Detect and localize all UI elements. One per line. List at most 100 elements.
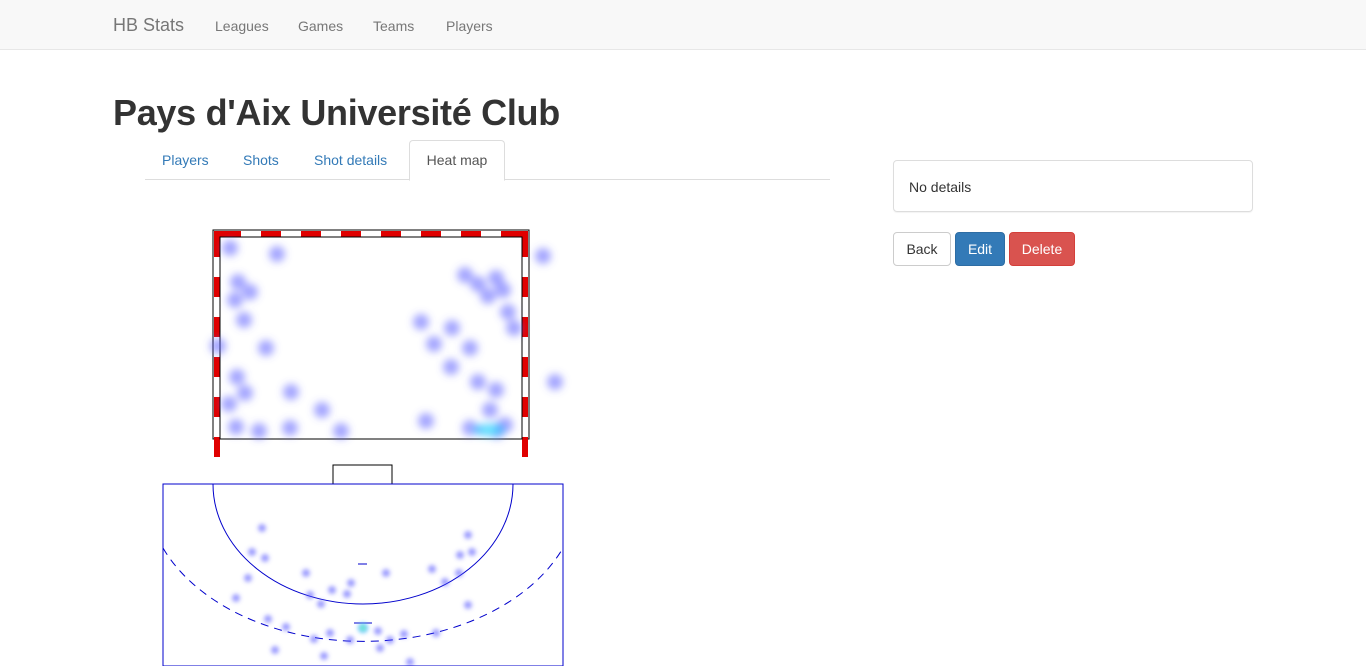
court-border [162,483,564,666]
heat-point [506,320,522,336]
heat-point [227,292,243,308]
heat-point [346,636,354,644]
post-stripe [522,317,528,337]
heat-point [317,600,325,608]
heat-point [482,402,498,418]
heat-point [314,402,330,418]
crossbar-stripe [301,231,321,237]
heat-hotspot-core [481,427,497,433]
heat-point [251,423,267,439]
heat-point [470,276,486,292]
delete-button[interactable]: Delete [1009,232,1075,266]
back-button[interactable]: Back [893,232,951,266]
crossbar-stripe [421,231,441,237]
heat-point [464,601,472,609]
post-stripe [214,397,220,417]
heat-point [464,531,472,539]
heat-point [258,524,266,532]
details-text: No details [909,179,972,195]
heat-hotspot-core [360,625,366,631]
heat-point [386,636,394,644]
tab-players[interactable]: Players [162,152,209,168]
heat-point [488,270,504,286]
heat-point [236,312,252,328]
heat-point [248,548,256,556]
heat-point [282,623,290,631]
heat-point [320,652,328,660]
heat-point [488,382,504,398]
tab-shots[interactable]: Shots [243,152,279,168]
heat-point [210,338,226,354]
crossbar-stripe [261,231,281,237]
heat-point [333,423,349,439]
heat-point [376,644,384,652]
goal-frame [212,229,530,457]
heat-point [426,336,442,352]
nav-link-teams[interactable]: Teams [373,18,415,34]
heat-point [343,590,351,598]
heat-point [406,658,414,666]
heat-point [456,551,464,559]
goal-heat-layer [210,240,563,439]
heat-point [470,374,486,390]
heat-point [221,396,237,412]
crossbar-stripe [214,231,221,237]
heat-point [306,591,314,599]
post-stripe [214,237,220,257]
nav-link-games[interactable]: Games [298,18,344,34]
heat-point [326,629,334,637]
crossbar-stripe [221,231,241,237]
heat-point [232,594,240,602]
heat-point [495,282,511,298]
tab-heat-map[interactable]: Heat map [409,140,505,181]
heat-point [547,374,563,390]
heat-point [480,288,496,304]
six-meter-line [212,484,514,605]
details-panel: No details [893,160,1253,212]
heat-point [455,569,463,577]
nine-meter-line [163,547,563,642]
crossbar-stripe [501,231,521,237]
page-title: Pays d'Aix Université Club [113,92,560,133]
post-stripe [522,277,528,297]
heat-point [347,579,355,587]
heat-point [228,419,244,435]
heat-point [328,586,336,594]
heat-point [443,359,459,375]
heat-point [244,574,252,582]
heat-point [230,274,246,290]
heat-point [264,615,272,623]
heat-point [444,320,460,336]
heat-point [271,646,279,654]
heat-point [374,627,382,635]
heat-point [222,240,238,256]
nav-link-leagues[interactable]: Leagues [215,18,269,34]
crossbar-stripe [521,231,528,237]
heat-point [282,420,298,436]
edit-button[interactable]: Edit [955,232,1005,266]
heat-point [418,413,434,429]
heat-point [302,569,310,577]
heat-point [500,304,516,320]
heat-point [468,548,476,556]
heat-point [283,384,299,400]
heat-point [457,267,473,283]
post-stripe [214,317,220,337]
goal-area-box [332,464,393,485]
brand-link[interactable]: HB Stats [113,15,185,35]
heat-point [462,340,478,356]
heat-point [269,246,285,262]
court-heat-layer [232,524,476,666]
heat-point [432,629,440,637]
tab-shot-details[interactable]: Shot details [314,152,388,168]
heat-point [413,314,429,330]
heat-point [400,630,408,638]
post-stripe [214,277,220,297]
goal-posts [214,231,528,457]
tab-bar: Players Shots Shot details Heat map [145,140,830,181]
post-stripe [522,357,528,377]
crossbar-stripe [461,231,481,237]
nav-link-players[interactable]: Players [446,18,493,34]
court-diagram [163,484,563,666]
